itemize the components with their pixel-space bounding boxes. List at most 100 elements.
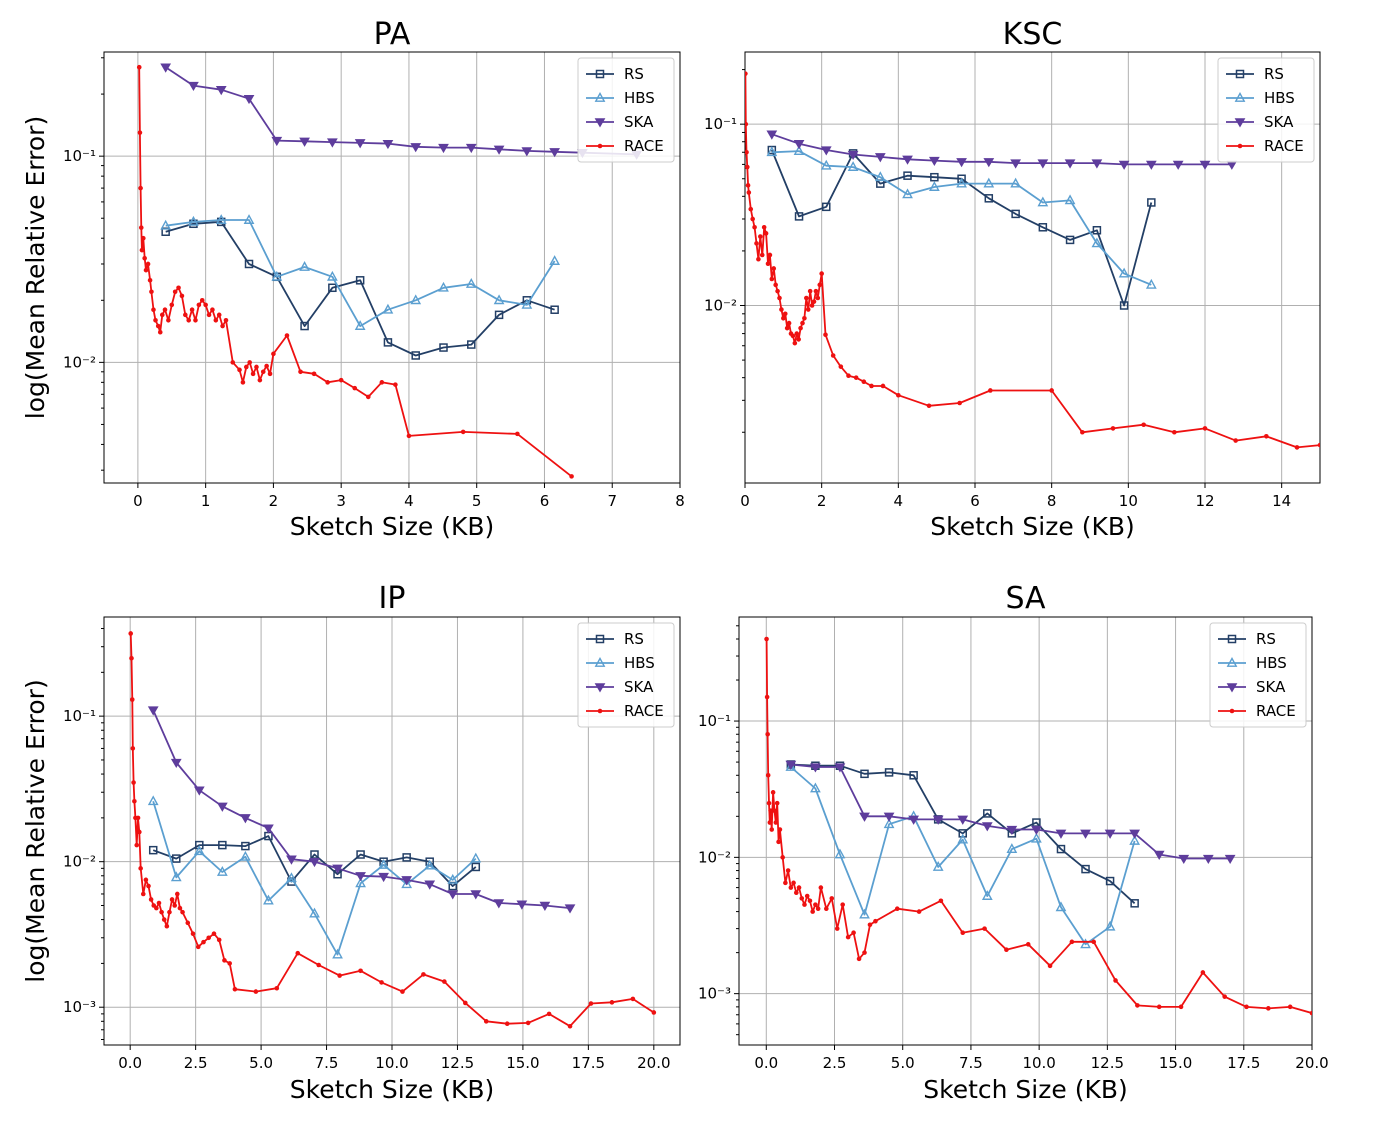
sa-race-point-22 — [802, 902, 807, 907]
sa-race-point-54 — [1222, 994, 1227, 999]
ip-race-point-41 — [337, 973, 342, 978]
pa-hbs-point-3 — [243, 214, 255, 224]
pa-race-point-56 — [406, 433, 412, 439]
ip-race-point-29 — [195, 944, 201, 950]
sa-xtick-label-5: 12.5 — [1091, 1054, 1124, 1072]
ip-hbs-point-1 — [170, 871, 182, 882]
ksc-hbs-point-1 — [793, 145, 805, 156]
ksc-race-point-7 — [750, 216, 755, 222]
sa-race-point-20 — [796, 885, 802, 890]
pa-race-point-43 — [260, 369, 266, 375]
ip-race-point-31 — [206, 935, 212, 941]
sa-race-point-58 — [1309, 1010, 1312, 1016]
ip-race-legend-label: RACE — [624, 702, 664, 720]
ip-race-point-23 — [172, 903, 177, 908]
ip-series-group — [128, 631, 657, 1029]
pa-ytick-label-1: 10⁻¹ — [63, 147, 96, 165]
sa-rs-point-7 — [958, 829, 967, 838]
sa-race-legend-marker — [1229, 708, 1235, 714]
ksc-hbs-point-9 — [1010, 177, 1022, 188]
ksc-ska-line — [771, 133, 1232, 166]
ip-ska-point-3 — [216, 802, 228, 812]
ip-xtick-label-3: 7.5 — [315, 1054, 339, 1072]
sa-race-point-38 — [873, 918, 878, 924]
ip-ska-point-7 — [309, 857, 320, 868]
sa-series-group — [764, 636, 1312, 1016]
pa-rs-point-5 — [300, 321, 309, 331]
ksc-race-point-20 — [775, 288, 780, 294]
ksc-race-point-45 — [830, 353, 836, 358]
ksc-race-point-13 — [761, 224, 767, 230]
ip-race-point-38 — [274, 985, 280, 991]
ksc-hbs-point-3 — [847, 161, 859, 171]
pa-rs-point-6 — [328, 283, 337, 293]
pa-race-point-21 — [179, 293, 185, 299]
ksc-ska-point-4 — [874, 153, 886, 163]
ip-hbs-point-0 — [147, 795, 159, 806]
ip-ska-point-2 — [193, 786, 205, 796]
sa-race-point-47 — [1069, 939, 1075, 945]
pa-rs-legend-marker — [595, 69, 605, 79]
sa-legend — [1209, 622, 1307, 728]
sa-race-point-8 — [770, 790, 776, 795]
ksc-race-point-2 — [745, 149, 749, 155]
pa-race-point-33 — [220, 323, 225, 329]
pa-race-point-42 — [257, 377, 263, 383]
pa-ska-point-9 — [410, 143, 422, 153]
pa-race-point-52 — [352, 385, 358, 391]
ip-hbs-point-13 — [447, 873, 459, 884]
pa-race-point-29 — [206, 312, 212, 318]
sa-ska-line — [790, 763, 1231, 860]
sa-race-point-28 — [818, 885, 824, 890]
sa-race-point-6 — [768, 808, 773, 813]
pa-hbs-point-7 — [354, 320, 366, 330]
ksc-hbs-point-8 — [983, 177, 995, 188]
ip-rs-point-4 — [241, 841, 250, 851]
ksc-race-point-32 — [798, 325, 803, 331]
sa-hbs-point-1 — [810, 782, 821, 793]
ip-race-point-52 — [567, 1023, 573, 1029]
pa-hbs-point-5 — [299, 261, 310, 271]
ip-race-point-11 — [140, 891, 146, 897]
pa-rs-legend-label: RS — [624, 65, 644, 83]
ip-hbs-point-10 — [378, 858, 390, 869]
pa-xtick-label-0: 0 — [133, 492, 143, 510]
ip-rs-legend-marker — [595, 634, 605, 644]
sa-race-point-4 — [766, 800, 772, 806]
ksc-race-point-64 — [1294, 445, 1300, 450]
ksc-race-point-37 — [807, 288, 813, 294]
sa-xtick-label-8: 20.0 — [1295, 1054, 1328, 1072]
pa-ska-point-2 — [215, 86, 227, 96]
pa-race-point-9 — [147, 278, 153, 283]
sa-race-point-9 — [772, 808, 777, 813]
pa-rs-point-8 — [383, 338, 393, 347]
sa-race-point-26 — [813, 902, 818, 907]
sa-race-point-37 — [867, 922, 873, 928]
sa-race-point-52 — [1178, 1004, 1184, 1010]
ksc-race-point-36 — [805, 307, 811, 312]
ip-ska-point-17 — [539, 901, 551, 911]
ip-rs-point-11 — [402, 853, 411, 862]
ksc-race-point-59 — [1141, 422, 1146, 428]
ip-race-legend-marker — [597, 708, 603, 714]
ksc-rs-point-12 — [1092, 226, 1102, 235]
ip-legend — [577, 622, 675, 728]
sa-race-point-50 — [1135, 1003, 1140, 1008]
ip-hbs-point-5 — [263, 894, 274, 905]
sa-race-point-45 — [1025, 942, 1031, 947]
pa-race-point-44 — [264, 363, 269, 369]
sa-ska-point-17 — [1202, 854, 1214, 865]
ksc-hbs-point-11 — [1064, 194, 1076, 205]
ip-race-point-18 — [159, 909, 164, 915]
sa-race-point-48 — [1091, 939, 1097, 945]
pa-race-point-22 — [183, 312, 188, 318]
ksc-race-point-4 — [745, 183, 751, 188]
pa-xtick-label-1: 1 — [201, 492, 211, 510]
ip-race-point-44 — [400, 989, 405, 994]
ip-ska-legend-label: SKA — [624, 678, 654, 696]
pa-xtick-label-8: 8 — [675, 492, 685, 510]
ksc-rs-point-10 — [1038, 223, 1048, 232]
sa-hbs-point-13 — [1104, 920, 1116, 931]
pa-hbs-point-14 — [549, 255, 561, 265]
